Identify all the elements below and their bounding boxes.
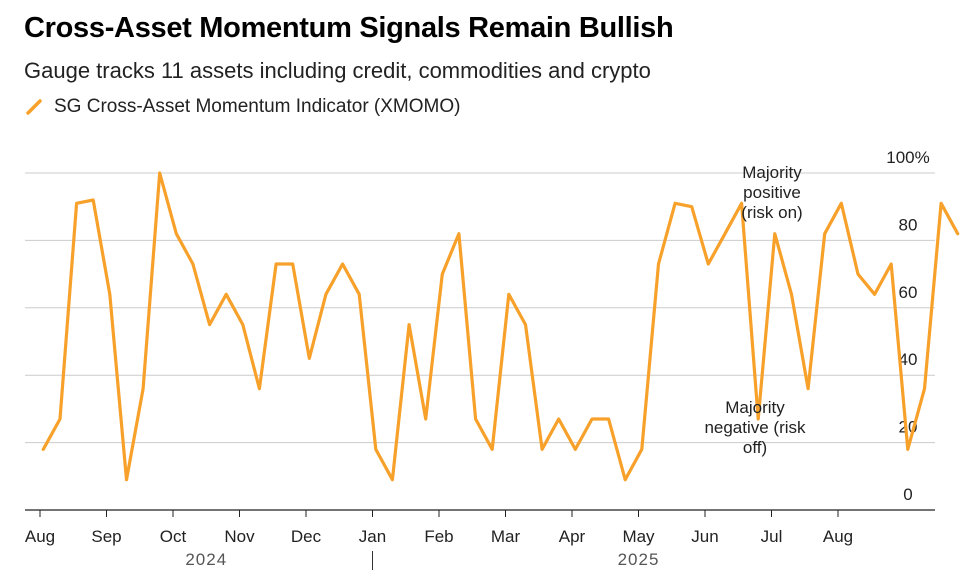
x-tick-label: Jun [691, 527, 718, 546]
x-tick-label: Jan [359, 527, 386, 546]
legend-line-icon [26, 99, 42, 115]
x-tick-label: Aug [823, 527, 853, 546]
y-tick-label: 40 [899, 350, 918, 369]
year-labels: 2024 2025 [185, 550, 660, 570]
legend: SG Cross-Asset Momentum Indicator (XMOMO… [24, 96, 460, 118]
chart-title: Cross-Asset Momentum Signals Remain Bull… [24, 12, 674, 44]
y-tick-label: 100% [886, 148, 929, 167]
series-group [41, 171, 960, 482]
x-tick-label: Jul [761, 527, 783, 546]
chart-subtitle: Gauge tracks 11 assets including credit,… [24, 58, 651, 83]
x-tick-label: May [622, 527, 655, 546]
y-tick-label: 60 [899, 283, 918, 302]
x-axis: Aug Sep Oct Nov Dec Jan Feb Mar Apr May Jun Jul Aug [25, 509, 935, 546]
x-tick-label: Oct [160, 527, 187, 546]
x-tick-label: Mar [491, 527, 521, 546]
x-tick-label: Sep [91, 527, 121, 546]
annotation-negative: Majority negative (risk off) [704, 398, 806, 457]
x-tick-label: Nov [224, 527, 255, 546]
x-tick-label: Aug [25, 527, 55, 546]
y-tick-label: 80 [899, 215, 918, 234]
y-tick-label: 0 [903, 485, 912, 504]
year-label: 2024 [185, 550, 227, 569]
x-tick-label: Feb [424, 527, 453, 546]
series-line [41, 171, 960, 482]
legend-label: SG Cross-Asset Momentum Indicator (XMOMO… [54, 96, 461, 117]
gridlines [25, 172, 935, 444]
x-tick-label: Apr [559, 527, 586, 546]
x-tick-label: Dec [291, 527, 322, 546]
year-label: 2025 [618, 550, 660, 569]
annotation-positive: Majority positive (risk on) [741, 163, 802, 222]
annotations: Majority positive (risk on) Majority negativ… [704, 163, 806, 457]
